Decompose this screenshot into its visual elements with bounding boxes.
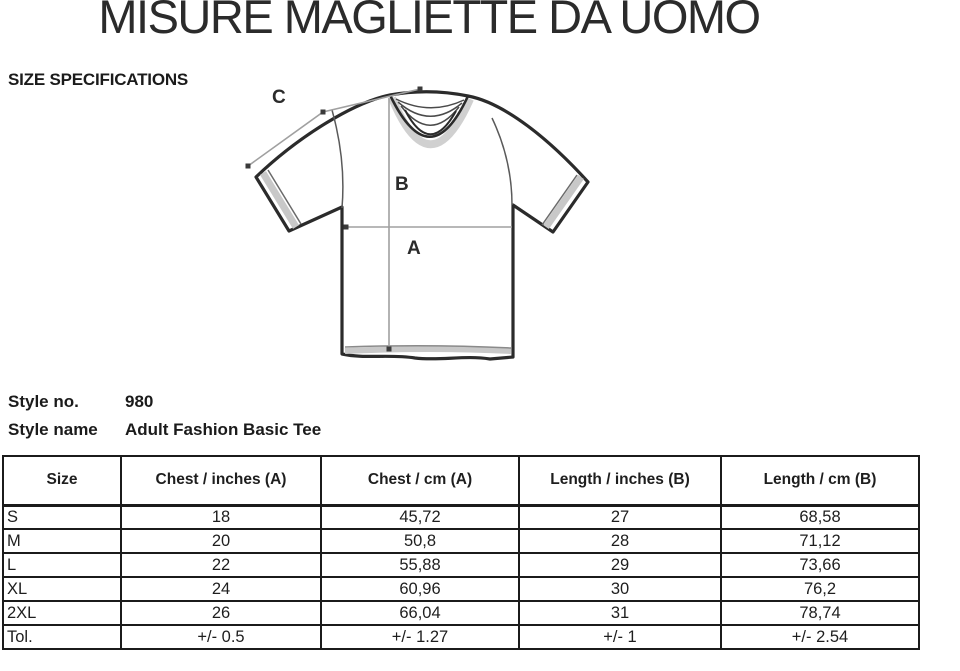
size-cell: M — [2, 528, 122, 554]
value-cell: 27 — [518, 504, 722, 530]
style-no-value: 980 — [125, 392, 154, 411]
column-header: Length / inches (B) — [518, 455, 722, 507]
table-row: M 20 50,8 28 71,12 — [2, 528, 920, 554]
measure-line-b — [386, 98, 392, 352]
size-specifications-label: SIZE SPECIFICATIONS — [8, 70, 189, 89]
size-cell: L — [2, 552, 122, 578]
measure-line-a — [343, 224, 512, 230]
value-cell: 45,72 — [320, 504, 520, 530]
column-header: Length / cm (B) — [720, 455, 920, 507]
measure-line-c — [245, 86, 423, 169]
value-cell: 55,88 — [320, 552, 520, 578]
left-sleeve-seam — [331, 109, 344, 209]
value-cell: +/- 1 — [518, 624, 722, 650]
size-cell: S — [2, 504, 122, 530]
value-cell: 22 — [120, 552, 322, 578]
size-table-body: S 18 45,72 27 68,58 M 20 50,8 28 71,12 L 22 55,88 29 7… — [2, 504, 920, 650]
right-sleeve-seam — [491, 117, 513, 206]
value-cell: +/- 1.27 — [320, 624, 520, 650]
table-row: S 18 45,72 27 68,58 — [2, 504, 920, 530]
column-header: Chest / inches (A) — [120, 455, 322, 507]
table-row: 2XL 26 66,04 31 78,74 — [2, 600, 920, 626]
column-header: Chest / cm (A) — [320, 455, 520, 507]
value-cell: 18 — [120, 504, 322, 530]
diagram-label-a: A — [407, 238, 421, 259]
value-cell: 30 — [518, 576, 722, 602]
left-cuff-band — [260, 169, 302, 229]
value-cell: 76,2 — [720, 576, 920, 602]
right-cuff-band — [541, 174, 584, 230]
value-cell: 60,96 — [320, 576, 520, 602]
style-name-value: Adult Fashion Basic Tee — [125, 419, 322, 439]
value-cell: 68,58 — [720, 504, 920, 530]
value-cell: +/- 2.54 — [720, 624, 920, 650]
hem-band — [344, 344, 512, 354]
value-cell: 78,74 — [720, 600, 920, 626]
value-cell: 50,8 — [320, 528, 520, 554]
tshirt-outline-shape — [254, 90, 590, 361]
table-row: L 22 55,88 29 73,66 — [2, 552, 920, 578]
style-info: Style no. 980 Style name Adult Fashion B… — [8, 388, 321, 443]
style-no-label: Style no. — [8, 392, 79, 411]
collar — [388, 94, 474, 149]
table-row: XL 24 60,96 30 76,2 — [2, 576, 920, 602]
size-cell: 2XL — [2, 600, 122, 626]
tshirt-diagram: C B A — [245, 86, 590, 361]
value-cell: 28 — [518, 528, 722, 554]
style-name-row: Style name Adult Fashion Basic Tee — [8, 416, 321, 444]
diagram-label-b: B — [395, 174, 409, 195]
value-cell: 26 — [120, 600, 322, 626]
value-cell: 29 — [518, 552, 722, 578]
style-name-label: Style name — [8, 419, 98, 439]
value-cell: 20 — [120, 528, 322, 554]
size-cell: XL — [2, 576, 122, 602]
table-row: Tol. +/- 0.5 +/- 1.27 +/- 1 +/- 2.54 — [2, 624, 920, 650]
value-cell: 66,04 — [320, 600, 520, 626]
size-cell: Tol. — [2, 624, 122, 650]
value-cell: 24 — [120, 576, 322, 602]
style-no-row: Style no. 980 — [8, 388, 321, 416]
value-cell: 31 — [518, 600, 722, 626]
value-cell: 71,12 — [720, 528, 920, 554]
value-cell: +/- 0.5 — [120, 624, 322, 650]
page-title: MISURE MAGLIETTE DA UOMO — [98, 0, 761, 43]
diagram-label-c: C — [272, 87, 286, 108]
value-cell: 73,66 — [720, 552, 920, 578]
size-table-header-row: Size Chest / inches (A) Chest / cm (A) Leng… — [2, 455, 920, 507]
size-table: Size Chest / inches (A) Chest / cm (A) Leng… — [2, 455, 920, 650]
column-header: Size — [2, 455, 122, 507]
